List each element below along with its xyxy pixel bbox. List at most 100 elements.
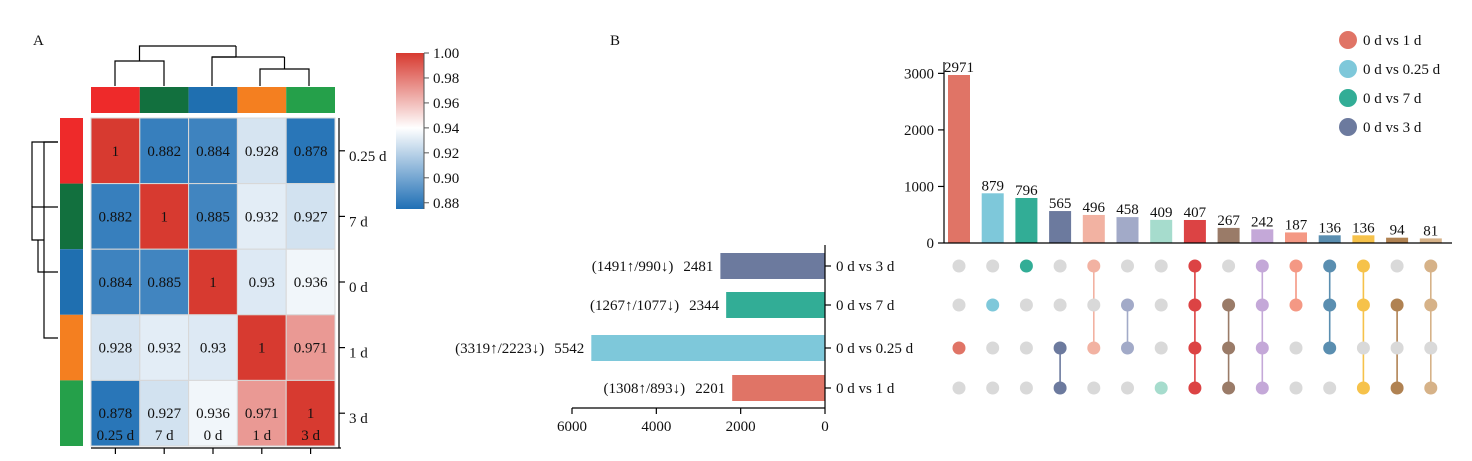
heatmap-cell-label: 0.93 — [249, 275, 275, 291]
heatmap-cell-label: 0.932 — [147, 341, 181, 357]
membership-dot — [1053, 259, 1067, 273]
membership-dot-active — [1087, 259, 1101, 273]
set-size-x-tick-label: 2000 — [726, 419, 756, 435]
intersection-y-tick-label: 2000 — [904, 123, 934, 139]
heatmap-cell-label: 1 — [160, 209, 168, 225]
membership-dot-active — [1222, 381, 1236, 395]
membership-dot-active — [1356, 381, 1370, 395]
intersection-bar — [1015, 197, 1038, 243]
membership-dot-active — [1188, 381, 1202, 395]
heatmap-cell-label: 0.885 — [196, 209, 230, 225]
intersection-bar-label: 458 — [1116, 202, 1139, 218]
legend-label: 0 d vs 1 d — [1363, 33, 1422, 49]
intersection-bar-label: 2971 — [944, 60, 974, 76]
column-group-swatch — [237, 87, 287, 113]
membership-dot — [1019, 381, 1033, 395]
membership-dot-active — [1390, 381, 1404, 395]
set-size-annotation: (1267↑/1077↓) — [590, 298, 679, 314]
membership-dot-active — [1356, 259, 1370, 273]
set-size-annotation: (1308↑/893↓) — [604, 381, 686, 397]
heatmap-cell-label: 0.93 — [200, 341, 226, 357]
intersection-y-tick-label: 1000 — [904, 179, 934, 195]
heatmap-cell — [90, 183, 141, 250]
heatmap-cell-label: 0.971 — [294, 341, 328, 357]
set-size-x-tick-label: 0 — [821, 419, 829, 435]
heatmap-row-label: 0 d — [349, 280, 368, 296]
membership-dot — [1289, 341, 1303, 355]
intersection-bar-label: 565 — [1049, 196, 1072, 212]
membership-dot-active — [1053, 341, 1067, 355]
set-size-bar — [726, 292, 825, 318]
heatmap-cells: 1 0.882 0.884 0.928 0.878 0.882 1 0.885 0.932 0.9… — [90, 117, 336, 447]
colorbar-tick-label: 0.94 — [433, 121, 460, 137]
set-size-x-tick-label: 6000 — [557, 419, 587, 435]
membership-dot-active — [1121, 341, 1134, 355]
membership-dot — [986, 259, 1000, 273]
intersection-bar — [1217, 227, 1240, 243]
heatmap-cell-label: 0.885 — [147, 275, 181, 291]
heatmap-cell-label: 0.928 — [99, 341, 133, 357]
intersection-bar — [1183, 219, 1206, 243]
membership-dot-active — [952, 341, 966, 355]
membership-dot — [1323, 381, 1337, 395]
colorbar-tick-label: 0.96 — [433, 96, 460, 112]
heatmap-col-label: 3 d — [301, 428, 320, 444]
row-group-swatch — [60, 249, 83, 315]
correlation-heatmap: 1 0.882 0.884 0.928 0.878 0.882 1 0.885 0.932 0.9… — [31, 45, 460, 454]
intersection-bar — [1049, 211, 1072, 243]
intersection-bar — [1318, 235, 1341, 243]
legend-label: 0 d vs 0.25 d — [1363, 62, 1441, 78]
membership-dot-active — [1121, 298, 1134, 312]
intersection-bar — [1285, 232, 1307, 243]
membership-dot — [952, 298, 966, 312]
membership-dot-active — [1255, 259, 1269, 273]
panel-a-label: A — [33, 33, 44, 49]
colorbar: 1.00 0.98 0.96 0.94 0.92 0.90 0.88 — [396, 46, 460, 212]
membership-dot-active — [1255, 298, 1269, 312]
membership-dot-active — [1154, 381, 1168, 395]
membership-dot — [1289, 381, 1303, 395]
heatmap-row-label: 7 d — [349, 214, 368, 230]
heatmap-cell — [285, 314, 336, 381]
membership-dot — [1154, 341, 1168, 355]
intersection-bar-label: 242 — [1251, 214, 1274, 230]
legend-label: 0 d vs 3 d — [1363, 120, 1422, 136]
membership-dot — [1356, 341, 1370, 355]
intersection-bar — [948, 75, 970, 243]
heatmap-cell-label: 0.936 — [294, 275, 328, 291]
heatmap-cell-label: 0.878 — [294, 144, 328, 160]
intersection-bar-label: 94 — [1390, 223, 1406, 239]
heatmap-row-label: 3 d — [349, 411, 368, 427]
membership-dot-active — [1222, 298, 1236, 312]
column-dendrogram — [114, 45, 310, 86]
membership-matrix — [952, 259, 1438, 395]
membership-dot — [1087, 381, 1101, 395]
set-name-label: 0 d vs 7 d — [836, 298, 895, 314]
heatmap-cell — [188, 183, 238, 250]
intersection-bar-label: 796 — [1015, 183, 1038, 199]
heatmap-cell-label: 0.882 — [147, 144, 181, 160]
heatmap-cell — [139, 248, 190, 316]
set-size-value: 2201 — [695, 381, 725, 397]
intersection-bar — [981, 193, 1004, 243]
colorbar-gradient — [396, 53, 424, 209]
intersection-bar-label: 407 — [1184, 205, 1207, 221]
column-group-swatch — [188, 87, 238, 113]
colorbar-tick-label: 0.92 — [433, 146, 459, 162]
heatmap-col-label: 1 d — [252, 428, 271, 444]
set-size-bars: 2481 (1491↑/990↓) 0 d vs 3 d 2344 (1267↑/107… — [455, 245, 914, 408]
colorbar-tick-label: 1.00 — [433, 46, 459, 62]
membership-dot — [952, 381, 966, 395]
membership-dot — [1390, 341, 1404, 355]
intersection-bar-label: 409 — [1150, 205, 1173, 221]
heatmap-cell — [139, 379, 190, 447]
panel-b-label: B — [610, 33, 620, 49]
heatmap-cell-label: 0.928 — [245, 144, 279, 160]
intersection-bar-label: 187 — [1285, 217, 1308, 233]
legend-swatch — [1339, 60, 1357, 78]
column-group-bar — [91, 87, 335, 113]
membership-dot-active — [1053, 381, 1067, 395]
membership-dot-active — [1222, 341, 1236, 355]
membership-dot — [1154, 259, 1168, 273]
